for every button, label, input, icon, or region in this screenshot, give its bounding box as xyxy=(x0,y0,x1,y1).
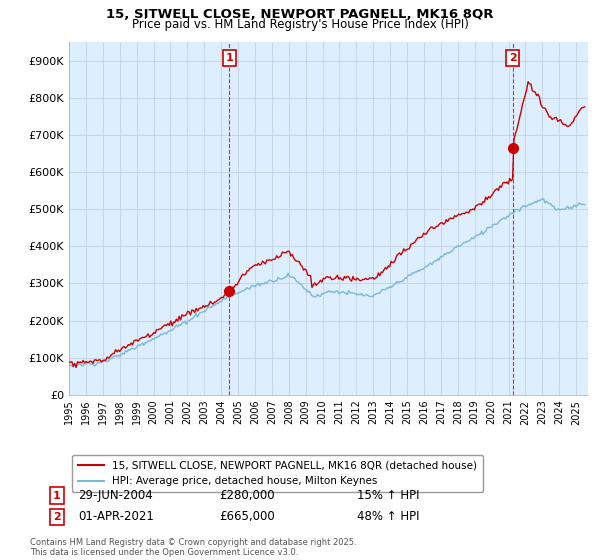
Text: 29-JUN-2004: 29-JUN-2004 xyxy=(78,489,153,502)
Legend: 15, SITWELL CLOSE, NEWPORT PAGNELL, MK16 8QR (detached house), HPI: Average pric: 15, SITWELL CLOSE, NEWPORT PAGNELL, MK16… xyxy=(71,455,484,492)
Text: 1: 1 xyxy=(53,491,61,501)
Text: 01-APR-2021: 01-APR-2021 xyxy=(78,510,154,524)
Text: 15% ↑ HPI: 15% ↑ HPI xyxy=(357,489,419,502)
Text: 1: 1 xyxy=(226,53,233,63)
Text: 48% ↑ HPI: 48% ↑ HPI xyxy=(357,510,419,524)
Text: 2: 2 xyxy=(53,512,61,522)
Text: £280,000: £280,000 xyxy=(219,489,275,502)
Text: £665,000: £665,000 xyxy=(219,510,275,524)
Text: 2: 2 xyxy=(509,53,517,63)
Text: Price paid vs. HM Land Registry's House Price Index (HPI): Price paid vs. HM Land Registry's House … xyxy=(131,18,469,31)
Text: Contains HM Land Registry data © Crown copyright and database right 2025.
This d: Contains HM Land Registry data © Crown c… xyxy=(30,538,356,557)
Text: 15, SITWELL CLOSE, NEWPORT PAGNELL, MK16 8QR: 15, SITWELL CLOSE, NEWPORT PAGNELL, MK16… xyxy=(106,8,494,21)
